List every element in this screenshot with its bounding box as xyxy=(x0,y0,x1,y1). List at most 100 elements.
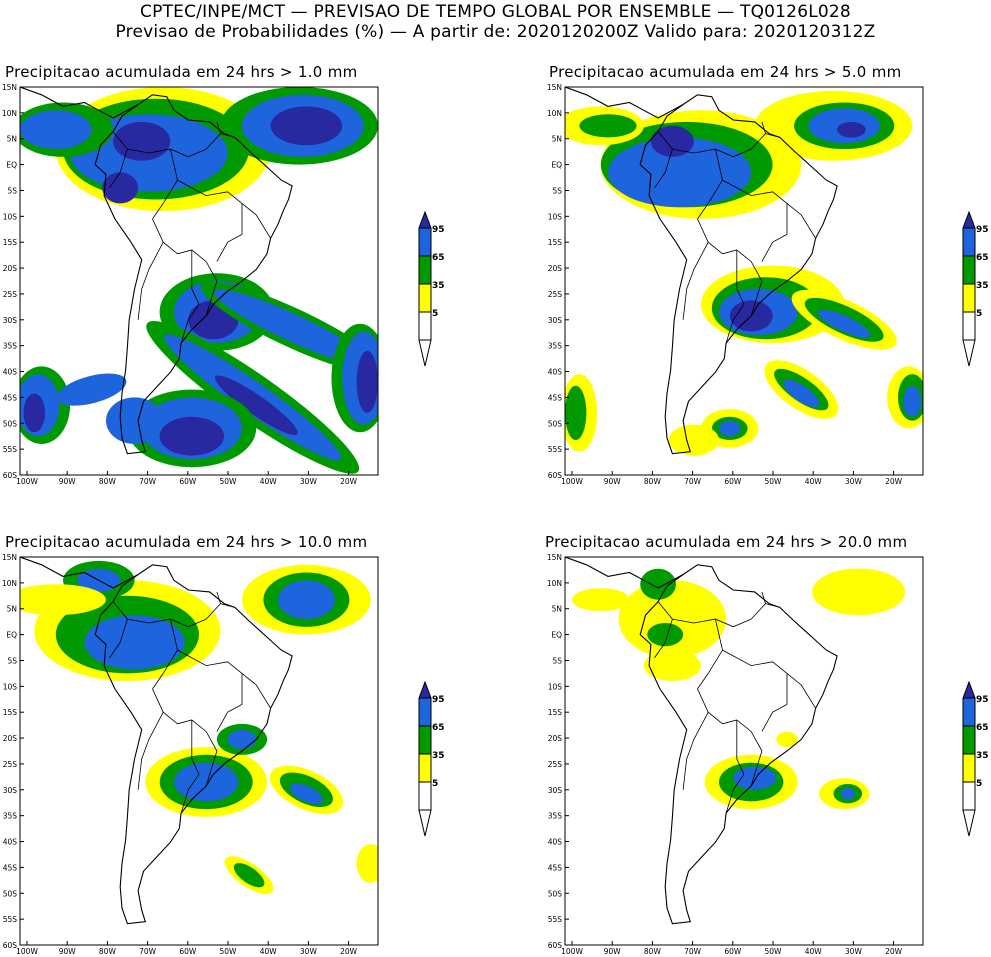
prob-area-yellow xyxy=(572,588,630,612)
lat-label: 5N xyxy=(552,135,562,144)
country-border xyxy=(216,234,243,262)
lon-label: 50W xyxy=(220,947,238,956)
prob-area-blue xyxy=(733,766,777,790)
colorbar-label: 35 xyxy=(432,281,445,291)
lat-label: 15S xyxy=(548,708,563,717)
lat-label: 25S xyxy=(548,290,563,299)
prob-area-blue xyxy=(227,729,257,750)
country-border xyxy=(216,704,243,732)
prob-area-darkblue xyxy=(159,416,224,456)
map-panel-1: 15N 10N 5N EQ 5S 10S 15S 20S 25S 30S 35S 40S 45S 50S 5… xyxy=(2,83,379,486)
country-border xyxy=(722,649,788,705)
colorbar-label: 5 xyxy=(976,309,982,319)
lon-label: 50W xyxy=(765,947,783,956)
colorbar-segment xyxy=(962,283,976,313)
lon-label: 20W xyxy=(885,947,903,956)
lat-label: 50S xyxy=(3,419,18,428)
lat-label: 45S xyxy=(3,863,18,872)
colorbar-segment xyxy=(418,697,432,727)
country-border xyxy=(205,280,218,317)
lat-label: 40S xyxy=(3,838,18,847)
prob-area-yellow xyxy=(20,584,106,616)
lat-label: 10N xyxy=(2,109,17,118)
lat-label: 55S xyxy=(3,915,18,924)
colorbar-segment xyxy=(418,311,432,341)
colorbar-segment xyxy=(962,255,976,285)
prob-area-darkblue xyxy=(270,106,343,146)
country-border xyxy=(137,712,164,790)
lon-label: 70W xyxy=(139,477,157,486)
continent-coastline xyxy=(639,94,838,455)
lon-label: 90W xyxy=(59,477,77,486)
lat-label: EQ xyxy=(551,631,562,640)
colorbar-label: 95 xyxy=(432,225,445,235)
lat-label: EQ xyxy=(551,161,562,170)
country-border xyxy=(786,203,816,239)
caribbean-coastline xyxy=(565,557,684,589)
map-frame xyxy=(19,86,379,476)
colorbar-top-triangle xyxy=(418,680,432,699)
lat-label: 5N xyxy=(552,605,562,614)
prob-area-darkblue xyxy=(356,350,378,413)
country-border xyxy=(220,133,235,138)
lat-label: 35S xyxy=(3,342,18,351)
lat-label: 45S xyxy=(3,393,18,402)
prob-area-blue xyxy=(106,397,164,445)
lon-label: 20W xyxy=(340,477,358,486)
country-border xyxy=(750,280,763,317)
colorbar-segment xyxy=(962,753,976,783)
lat-label: 5S xyxy=(552,186,562,195)
colorbar-1: 95 65 35 5 xyxy=(418,210,445,367)
lat-label: 30S xyxy=(548,316,563,325)
lon-label: 80W xyxy=(644,477,662,486)
caribbean-coastline xyxy=(20,87,139,119)
prob-area-yellow xyxy=(668,424,720,456)
lon-label: 60W xyxy=(724,477,742,486)
lat-label: 50S xyxy=(548,419,563,428)
map-panel-3: 15N 10N 5N EQ 5S 10S 15S 20S 25S 30S 35S 40S 45S 50S 5… xyxy=(2,553,379,956)
prob-area-green xyxy=(565,385,587,441)
colorbar-bottom-triangle xyxy=(418,339,432,367)
country-border xyxy=(765,133,780,138)
lat-label: 30S xyxy=(3,786,18,795)
lat-label: 60S xyxy=(3,941,18,950)
lat-label: 25S xyxy=(3,760,18,769)
lat-label: 45S xyxy=(548,393,563,402)
colorbar-segment xyxy=(962,781,976,811)
country-border xyxy=(761,234,788,262)
prob-area-blue xyxy=(840,787,855,800)
prob-area-darkblue xyxy=(23,393,45,433)
lat-label: 60S xyxy=(3,471,18,480)
colorbar-label: 5 xyxy=(432,309,438,319)
lat-label: EQ xyxy=(6,161,17,170)
prob-area-green xyxy=(640,568,676,600)
prob-area-blue xyxy=(214,289,371,366)
lon-label: 30W xyxy=(300,477,318,486)
continent-coastline xyxy=(639,564,838,925)
colorbar-segment xyxy=(418,753,432,783)
prob-area-blue xyxy=(174,762,239,802)
country-border xyxy=(152,688,218,752)
lon-label: 40W xyxy=(260,477,278,486)
colorbar-3: 95 65 35 5 xyxy=(418,680,445,837)
lon-label: 90W xyxy=(604,477,622,486)
country-border xyxy=(736,720,745,775)
country-border xyxy=(152,619,178,690)
country-border xyxy=(682,242,709,320)
prob-area-green xyxy=(233,863,265,888)
country-border xyxy=(137,242,164,320)
lon-label: 80W xyxy=(99,477,117,486)
colorbar-label: 65 xyxy=(976,253,989,263)
colorbar-label: 65 xyxy=(432,253,445,263)
colorbar-top-triangle xyxy=(962,680,976,699)
colorbar-segment xyxy=(962,697,976,727)
lat-label: 15N xyxy=(547,83,562,92)
colorbar-segment xyxy=(418,725,432,755)
colorbar-segment xyxy=(962,227,976,257)
colorbar-label: 5 xyxy=(432,779,438,789)
prob-area-darkblue xyxy=(650,125,694,157)
colorbar-segment xyxy=(962,311,976,341)
lat-label: 35S xyxy=(548,812,563,821)
lon-label: 30W xyxy=(845,477,863,486)
